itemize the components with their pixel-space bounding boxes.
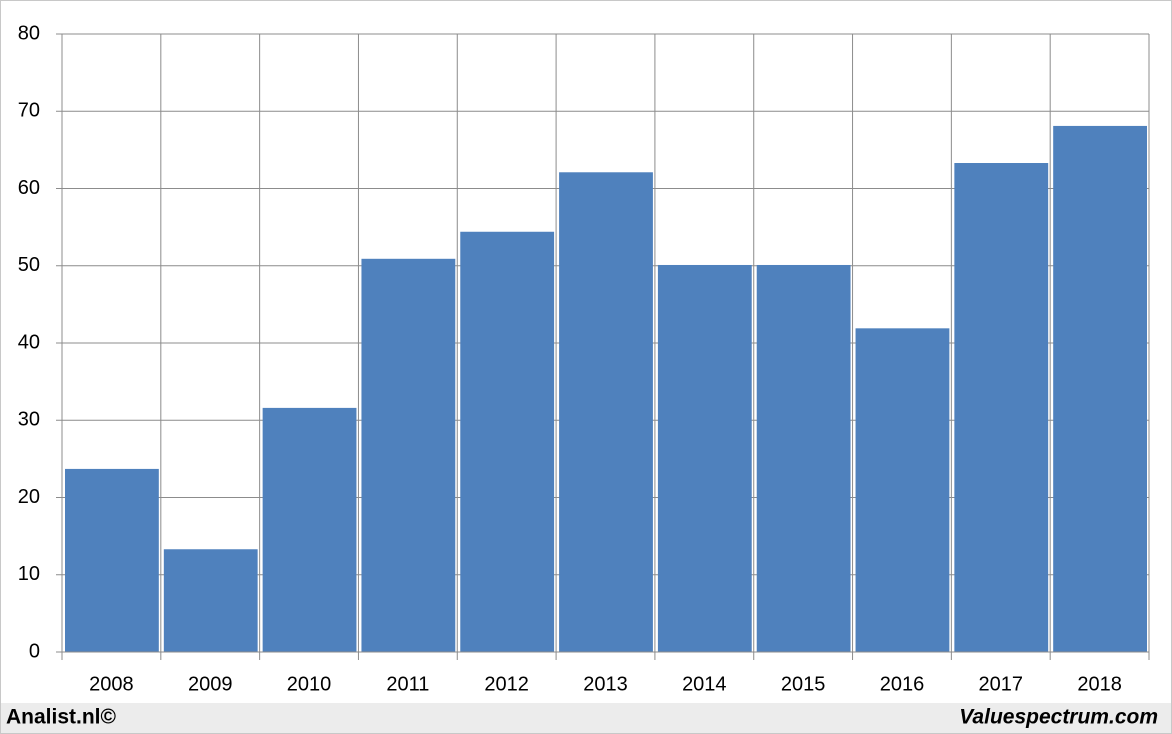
x-tick-label: 2016: [880, 673, 925, 695]
bar: [262, 407, 357, 652]
y-tick-label: 80: [18, 22, 40, 44]
bar: [855, 328, 950, 652]
y-tick-label: 50: [18, 254, 40, 276]
y-tick-label: 60: [18, 177, 40, 199]
y-tick-label: 10: [18, 563, 40, 585]
bar: [1053, 125, 1147, 653]
bar: [657, 264, 752, 652]
x-tick-label: 2013: [583, 673, 628, 695]
y-tick-label: 30: [18, 409, 40, 431]
footer-band: [1, 703, 1171, 733]
bar: [460, 231, 555, 652]
y-tick-label: 0: [29, 640, 40, 662]
y-tick-label: 40: [18, 331, 40, 353]
bar: [756, 264, 851, 652]
x-tick-label: 2010: [287, 673, 332, 695]
x-tick-label: 2014: [682, 673, 727, 695]
y-tick-label: 70: [18, 100, 40, 122]
bar: [65, 468, 159, 652]
y-tick-label: 20: [18, 486, 40, 508]
bar: [954, 163, 1049, 652]
footer-left: Analist.nl©: [6, 706, 117, 729]
bar: [559, 172, 653, 652]
bar: [361, 258, 456, 652]
x-tick-label: 2011: [386, 673, 429, 695]
footer-right: Valuespectrum.com: [959, 706, 1158, 729]
x-tick-label: 2017: [979, 673, 1024, 695]
x-tick-label: 2012: [484, 673, 529, 695]
x-tick-label: 2018: [1077, 673, 1122, 695]
x-tick-label: 2015: [781, 673, 826, 695]
bar: [163, 549, 258, 652]
x-tick-label: 2008: [89, 673, 134, 695]
x-tick-label: 2009: [188, 673, 233, 695]
